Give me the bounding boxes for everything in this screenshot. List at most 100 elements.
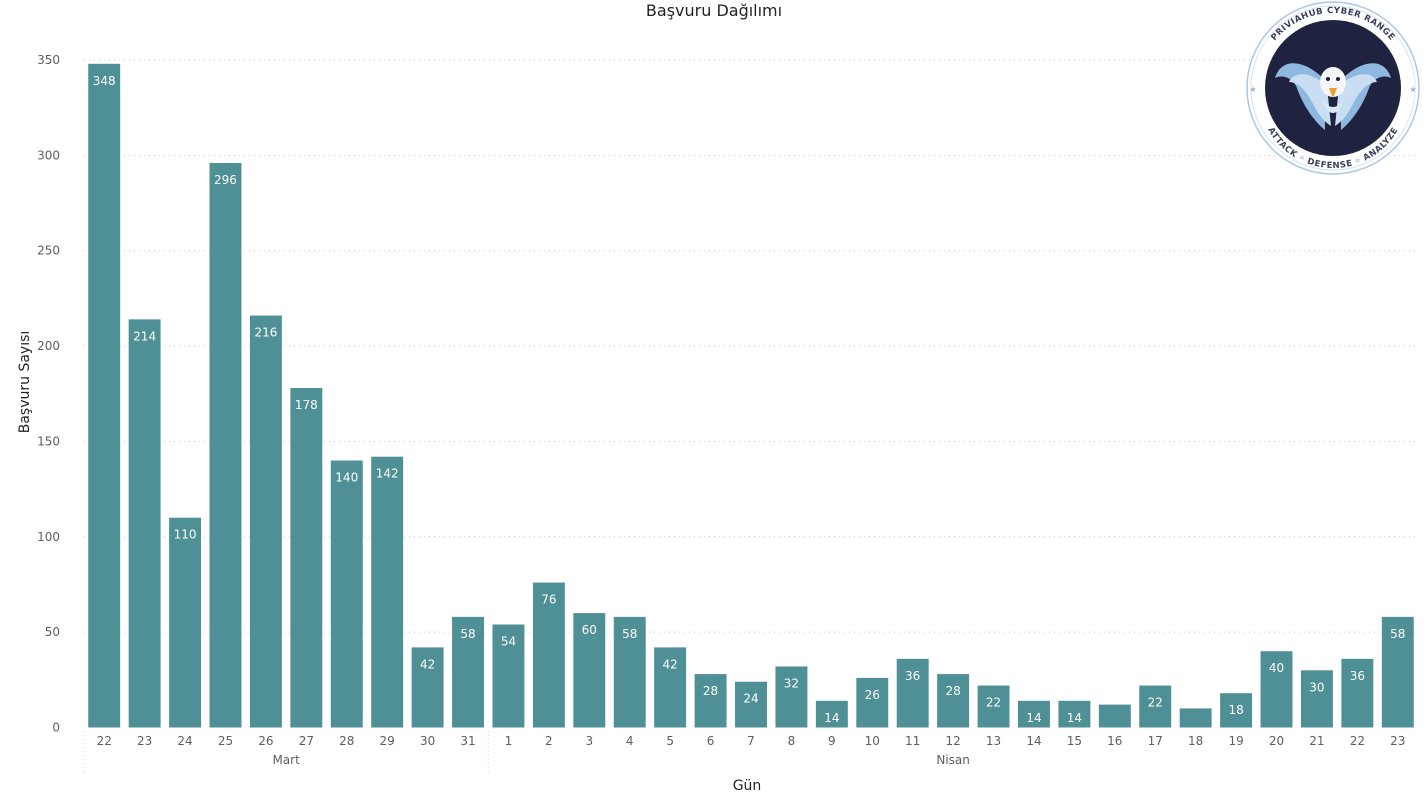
x-tick-label: 15: [1067, 734, 1082, 748]
bar: [937, 674, 970, 728]
x-tick-label: 9: [828, 734, 836, 748]
bar: [411, 647, 444, 728]
x-tick-label: 17: [1148, 734, 1163, 748]
x-tick-label: 10: [865, 734, 880, 748]
bar: [169, 517, 202, 728]
data-label: 54: [501, 635, 516, 649]
x-tick-label: 23: [1390, 734, 1405, 748]
x-tick-label: 20: [1269, 734, 1284, 748]
bar: [249, 315, 282, 728]
bar: [492, 624, 525, 728]
bar: [1058, 700, 1091, 728]
data-label: 32: [784, 676, 799, 690]
y-tick-label: 50: [45, 625, 60, 639]
x-tick-label: 7: [747, 734, 755, 748]
data-label: 296: [214, 173, 237, 187]
data-label: 140: [335, 471, 358, 485]
x-tick-label: 1: [505, 734, 513, 748]
data-label: 26: [865, 688, 880, 702]
data-label: 14: [1067, 711, 1082, 725]
bar: [1018, 700, 1050, 728]
bar: [694, 674, 727, 728]
data-label: 348: [93, 74, 116, 88]
x-tick-label: 16: [1107, 734, 1122, 748]
bar: [128, 319, 161, 728]
bar: [896, 658, 929, 728]
y-tick-label: 100: [37, 530, 60, 544]
x-tick-label: 14: [1026, 734, 1041, 748]
x-tick-label: 29: [380, 734, 395, 748]
x-tick-label: 11: [905, 734, 920, 748]
data-label: 22: [986, 696, 1001, 710]
x-tick-label: 22: [97, 734, 112, 748]
bar: [1179, 708, 1212, 728]
y-axis-title: Başvuru Sayısı: [17, 331, 33, 434]
data-label: 42: [420, 657, 435, 671]
x-tick-label: 31: [460, 734, 475, 748]
data-label: 28: [703, 684, 718, 698]
bar: [1260, 651, 1293, 728]
bar: [452, 616, 484, 728]
bar: [1220, 693, 1253, 728]
data-label: 18: [1228, 703, 1243, 717]
svg-text:★: ★: [1409, 85, 1416, 94]
x-tick-label: 30: [420, 734, 435, 748]
x-tick-label: 26: [258, 734, 273, 748]
data-label: 30: [1309, 680, 1324, 694]
data-label: 36: [905, 669, 920, 683]
x-tick-label: 21: [1309, 734, 1324, 748]
bar: [1139, 685, 1172, 728]
data-label: 36: [1350, 669, 1365, 683]
bar: [1098, 704, 1131, 728]
bar: [290, 388, 323, 728]
svg-text:★: ★: [1249, 85, 1256, 94]
y-tick-label: 150: [37, 434, 60, 448]
y-axis-ticks: 0 50 100 150 200 250 300 350: [37, 53, 60, 735]
bar: [613, 616, 646, 728]
data-label: 178: [295, 398, 318, 412]
x-axis-ticks: 22 23 24 25 26 27 28 29 30 31 1 2 3 4 5 6 7 8 9 10 11 12 13 14 1…: [97, 734, 1406, 748]
data-label: 58: [1390, 627, 1405, 641]
bar: [856, 677, 889, 728]
bar: [209, 162, 242, 728]
data-label: 214: [133, 329, 156, 343]
data-label: 14: [824, 711, 839, 725]
y-tick-label: 0: [52, 721, 60, 735]
data-label: 22: [1148, 696, 1163, 710]
y-tick-label: 350: [37, 53, 60, 67]
x-tick-label: 19: [1228, 734, 1243, 748]
chart-title: Başvuru Dağılımı: [646, 1, 782, 20]
bar: [330, 460, 363, 728]
data-label: 216: [254, 326, 277, 340]
bar: [815, 700, 848, 728]
x-tick-label: 4: [626, 734, 634, 748]
y-tick-label: 200: [37, 339, 60, 353]
priviahub-logo: PRIVIAHUB CYBER RANGE ATTACK ◦ DEFENSE ◦…: [1246, 1, 1420, 175]
x-tick-label: 3: [585, 734, 593, 748]
data-label: 76: [541, 593, 556, 607]
bar: [735, 681, 767, 728]
bars: 348 214 110 296 216 178 140 142 42 58 54 76 60 58 42 28…: [88, 63, 1414, 728]
bar: [977, 685, 1010, 728]
x-tick-label: 27: [299, 734, 314, 748]
data-label: 14: [1026, 711, 1041, 725]
month-label: Mart: [272, 753, 300, 767]
eagle-icon: [1275, 63, 1391, 130]
data-label: 28: [945, 684, 960, 698]
x-tick-label: 5: [666, 734, 674, 748]
bar: [88, 63, 121, 728]
x-tick-label: 18: [1188, 734, 1203, 748]
x-tick-label: 24: [177, 734, 192, 748]
x-tick-label: 2: [545, 734, 553, 748]
gridlines: [84, 59, 1418, 633]
data-label: 110: [174, 528, 197, 542]
bar: [371, 456, 404, 728]
bar: [775, 666, 808, 728]
x-tick-label: 22: [1350, 734, 1365, 748]
bar: [1341, 658, 1374, 728]
bar: [573, 613, 606, 728]
data-label: 58: [622, 627, 637, 641]
x-tick-label: 23: [137, 734, 152, 748]
data-label: 142: [376, 467, 399, 481]
